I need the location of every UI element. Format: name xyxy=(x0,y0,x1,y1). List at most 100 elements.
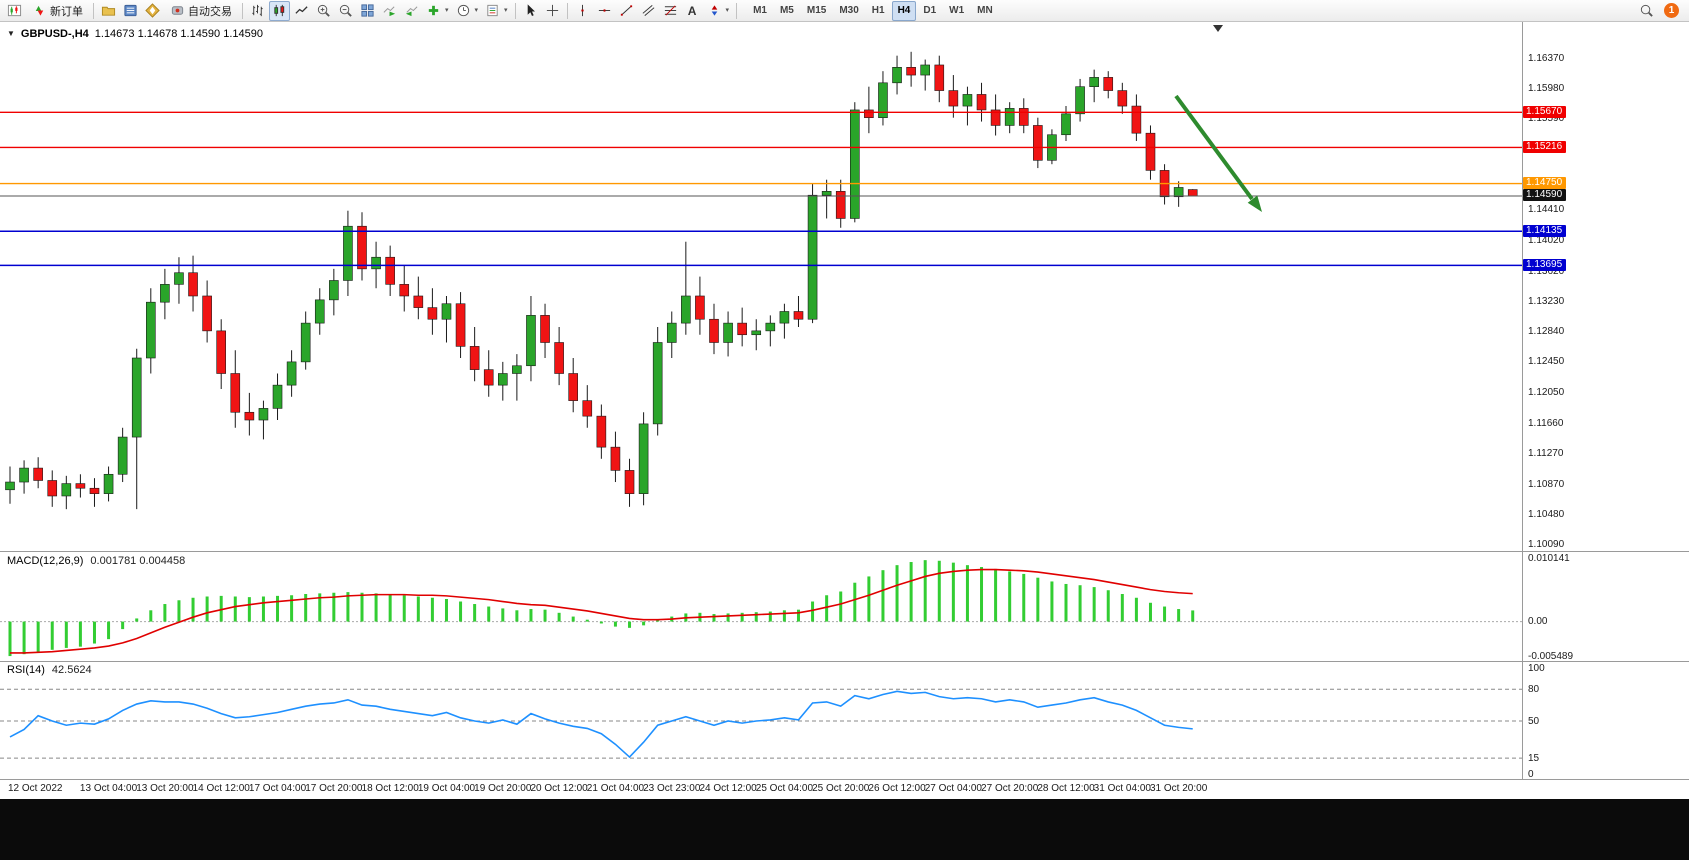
profiles-button[interactable] xyxy=(98,1,119,21)
navigator-button[interactable] xyxy=(142,1,163,21)
time-axis-label: 25 Oct 20:00 xyxy=(812,783,870,794)
text-tool-button[interactable]: A xyxy=(682,1,703,21)
zoom-out-button[interactable] xyxy=(335,1,356,21)
channel-icon xyxy=(642,4,654,17)
chart-shift-button[interactable] xyxy=(401,1,422,21)
chart-title: ▼ GBPUSD-,H4 1.14673 1.14678 1.14590 1.1… xyxy=(7,28,263,40)
timeframe-h1-button[interactable]: H1 xyxy=(871,5,885,16)
new-order-icon xyxy=(35,5,44,16)
line-chart-type-button[interactable] xyxy=(291,1,312,21)
timeframe-m5-button[interactable]: M5 xyxy=(779,5,794,16)
timeframe-w1-button[interactable]: W1 xyxy=(949,5,965,16)
arrows-icon xyxy=(711,5,717,16)
rsi-axis-label: 15 xyxy=(1528,752,1540,764)
macd-axis-label: 0.010141 xyxy=(1528,552,1570,564)
fibonacci-tool-button[interactable] xyxy=(660,1,681,21)
horizontal-line-icon xyxy=(598,9,610,12)
new-order-label: 新订单 xyxy=(50,5,83,18)
zoom-in-icon xyxy=(317,4,330,17)
toolbar-separator xyxy=(514,2,516,19)
time-axis-label: 23 Oct 23:00 xyxy=(643,783,701,794)
chart-shift-marker[interactable] xyxy=(1213,25,1223,32)
price-tag-1.15670: 1.15670 xyxy=(1523,105,1567,118)
search-icon xyxy=(1640,4,1653,17)
zoom-in-button[interactable] xyxy=(313,1,334,21)
timeframe-h4-button[interactable]: H4 xyxy=(891,0,917,21)
trend-arrow[interactable] xyxy=(1174,94,1262,212)
toolbar-separator xyxy=(242,2,243,19)
autotrading-label: 自动交易 xyxy=(188,5,232,18)
price-axis-label: 1.11660 xyxy=(1528,417,1564,429)
timeframe-mn-button[interactable]: MN xyxy=(977,5,993,16)
compass-icon xyxy=(145,3,160,18)
periods-button[interactable]: ▾ xyxy=(453,1,482,21)
macd-axis-label: -0.005489 xyxy=(1528,650,1574,662)
search-button[interactable] xyxy=(1636,1,1657,21)
time-axis-label: 27 Oct 04:00 xyxy=(924,783,982,794)
price-axis-label: 1.10090 xyxy=(1528,539,1565,551)
price-axis-label: 1.10480 xyxy=(1528,509,1565,521)
auto-scroll-button[interactable] xyxy=(379,1,400,21)
price-axis-label: 1.10870 xyxy=(1528,478,1565,490)
vertical-line-tool-button[interactable] xyxy=(572,1,593,21)
time-axis-label: 25 Oct 04:00 xyxy=(755,783,814,794)
template-page-icon xyxy=(487,4,498,17)
line-chart-icon xyxy=(295,6,308,14)
toolbar-separator xyxy=(736,2,738,19)
price-axis-label: 1.15590 xyxy=(1528,112,1565,124)
zoom-out-icon xyxy=(339,4,352,17)
macd-histogram[interactable] xyxy=(8,560,1195,657)
horizontal-line-tool-button[interactable] xyxy=(594,1,615,21)
arrows-tool-button[interactable]: ▾ xyxy=(704,1,733,21)
indicators-button[interactable]: ▾ xyxy=(423,1,452,21)
macd-axis-label: 0.00 xyxy=(1528,616,1548,628)
time-axis[interactable]: 12 Oct 2022 13 Oct 04:00 13 Oct 20:00 14 Oc… xyxy=(0,780,1689,798)
chart-shift-icon xyxy=(405,6,418,17)
tile-windows-button[interactable] xyxy=(357,1,378,21)
chevron-down-icon: ▾ xyxy=(474,7,479,14)
cursor-button[interactable] xyxy=(520,1,541,21)
time-axis-label: 13 Oct 20:00 xyxy=(136,783,194,794)
time-axis-label: 28 Oct 12:00 xyxy=(1037,783,1095,794)
price-tag-1.15216: 1.15216 xyxy=(1523,140,1567,153)
time-axis-label: 17 Oct 20:00 xyxy=(305,783,363,794)
timeframe-d1-button[interactable]: D1 xyxy=(923,5,937,16)
crosshair-icon xyxy=(546,4,558,17)
time-axis-label: 26 Oct 12:00 xyxy=(868,783,926,794)
collapse-triangle-icon[interactable]: ▼ xyxy=(7,29,15,38)
market-watch-button[interactable] xyxy=(120,1,141,21)
toolbar-separator xyxy=(93,2,94,19)
folder-icon xyxy=(101,6,116,16)
notification-badge[interactable]: 1 xyxy=(1664,3,1679,18)
bar-chart-type-button[interactable] xyxy=(247,1,268,21)
macd-values: 0.001781 0.004458 xyxy=(90,555,186,567)
new-chart-button[interactable] xyxy=(4,1,25,21)
chevron-down-icon: ▾ xyxy=(725,7,730,14)
time-axis-label: 31 Oct 20:00 xyxy=(1149,783,1208,794)
templates-button[interactable]: ▾ xyxy=(482,1,511,21)
candlestick-chart-type-button[interactable] xyxy=(269,0,290,21)
candles[interactable] xyxy=(5,51,1198,510)
fibonacci-icon xyxy=(664,5,676,16)
rsi-axis-label: 80 xyxy=(1528,683,1540,695)
chevron-down-icon: ▾ xyxy=(445,7,449,14)
rsi-panel-label: RSI(14) 42.5624 xyxy=(7,664,92,676)
timeframe-m15-button[interactable]: M15 xyxy=(806,5,827,16)
bottom-strip xyxy=(0,799,1689,860)
price-axis-label: 1.13230 xyxy=(1528,295,1565,307)
price-axis-label: 1.13620 xyxy=(1528,265,1565,277)
price-axis-label: 1.14020 xyxy=(1528,234,1565,246)
channel-tool-button[interactable] xyxy=(638,1,659,21)
price-axis[interactable]: 1.16370 1.15980 1.15590 1.14410 1.14020 1.136… xyxy=(1522,22,1689,780)
timeframe-m30-button[interactable]: M30 xyxy=(839,5,859,16)
rsi-name: RSI(14) xyxy=(7,664,45,676)
autotrading-button[interactable]: 自动交易 xyxy=(164,1,238,21)
new-order-button[interactable]: 新订单 xyxy=(26,1,89,21)
price-axis-label: 1.12840 xyxy=(1528,326,1565,338)
crosshair-button[interactable] xyxy=(542,1,563,21)
macd-name: MACD(12,26,9) xyxy=(7,555,84,567)
timeframe-m1-button[interactable]: M1 xyxy=(753,5,767,16)
trendline-tool-button[interactable] xyxy=(616,1,637,21)
time-axis-label: 19 Oct 20:00 xyxy=(474,783,532,794)
